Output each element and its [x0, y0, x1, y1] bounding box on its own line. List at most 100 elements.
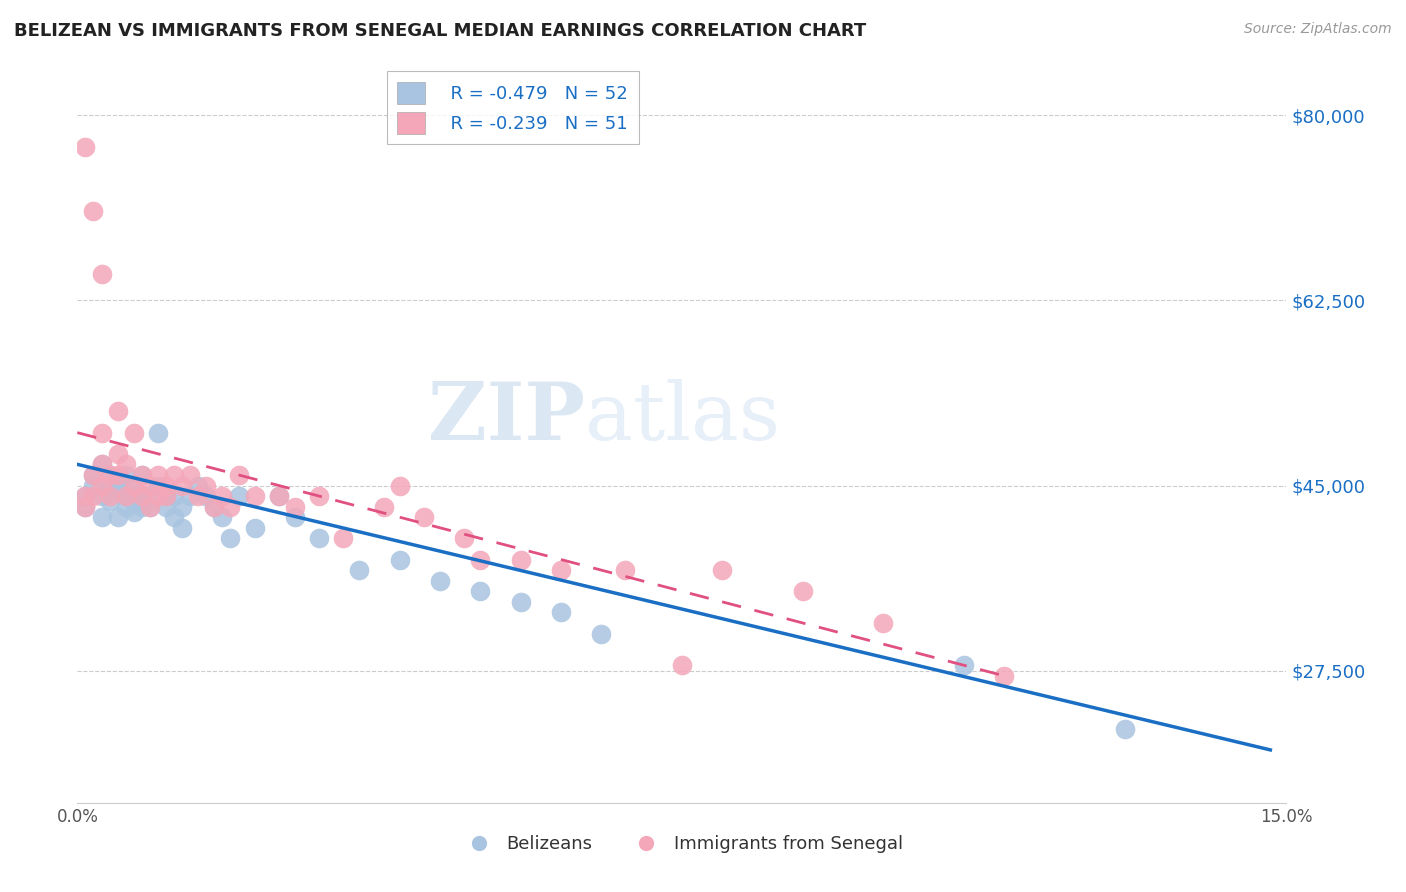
Point: [993, 669, 1015, 683]
Point: [179, 467, 201, 482]
Point: [107, 467, 129, 482]
Point: [267, 489, 290, 503]
Point: [284, 510, 307, 524]
Point: [373, 500, 395, 514]
Point: [122, 505, 145, 519]
Point: [388, 552, 411, 566]
Point: [211, 510, 233, 524]
Point: [131, 500, 153, 514]
Point: [413, 510, 436, 524]
Point: [179, 489, 201, 503]
Point: [671, 658, 693, 673]
Point: [82, 467, 104, 482]
Point: [228, 467, 250, 482]
Point: [122, 489, 145, 503]
Point: [155, 489, 177, 503]
Point: [114, 500, 136, 514]
Point: [349, 563, 371, 577]
Point: [98, 467, 121, 482]
Point: [163, 489, 186, 503]
Point: [98, 478, 121, 492]
Point: [82, 489, 104, 503]
Point: [90, 458, 112, 472]
Point: [211, 489, 233, 503]
Point: [114, 467, 136, 482]
Point: [139, 500, 162, 514]
Point: [75, 489, 97, 503]
Point: [792, 584, 814, 599]
Point: [195, 478, 218, 492]
Point: [388, 478, 411, 492]
Point: [146, 478, 169, 492]
Point: [550, 606, 572, 620]
Point: [872, 615, 894, 630]
Point: [228, 489, 250, 503]
Point: [308, 489, 330, 503]
Point: [139, 489, 162, 503]
Point: [82, 467, 104, 482]
Point: [267, 489, 290, 503]
Point: [107, 404, 129, 418]
Point: [75, 140, 97, 154]
Point: [219, 500, 242, 514]
Legend: Belizeans, Immigrants from Senegal: Belizeans, Immigrants from Senegal: [454, 828, 910, 861]
Point: [284, 500, 307, 514]
Point: [453, 532, 475, 546]
Point: [90, 478, 112, 492]
Point: [172, 521, 194, 535]
Point: [1114, 722, 1136, 736]
Point: [163, 510, 186, 524]
Point: [202, 500, 225, 514]
Point: [243, 489, 266, 503]
Point: [114, 489, 136, 503]
Point: [163, 467, 186, 482]
Point: [90, 510, 112, 524]
Point: [90, 489, 112, 503]
Point: [332, 532, 354, 546]
Point: [509, 552, 531, 566]
Point: [131, 467, 153, 482]
Point: [122, 478, 145, 492]
Point: [202, 500, 225, 514]
Point: [146, 467, 169, 482]
Point: [122, 425, 145, 440]
Point: [550, 563, 572, 577]
Point: [114, 489, 136, 503]
Point: [243, 521, 266, 535]
Point: [107, 447, 129, 461]
Text: atlas: atlas: [585, 379, 780, 457]
Point: [155, 489, 177, 503]
Point: [139, 478, 162, 492]
Point: [98, 489, 121, 503]
Point: [131, 489, 153, 503]
Point: [107, 510, 129, 524]
Point: [75, 500, 97, 514]
Point: [75, 489, 97, 503]
Point: [470, 552, 492, 566]
Point: [591, 626, 613, 640]
Point: [308, 532, 330, 546]
Point: [90, 425, 112, 440]
Point: [146, 425, 169, 440]
Point: [122, 478, 145, 492]
Point: [131, 489, 153, 503]
Text: ZIP: ZIP: [429, 379, 585, 457]
Point: [219, 532, 242, 546]
Point: [98, 494, 121, 508]
Point: [82, 203, 104, 218]
Point: [195, 489, 218, 503]
Point: [107, 483, 129, 498]
Point: [131, 467, 153, 482]
Point: [509, 595, 531, 609]
Text: BELIZEAN VS IMMIGRANTS FROM SENEGAL MEDIAN EARNINGS CORRELATION CHART: BELIZEAN VS IMMIGRANTS FROM SENEGAL MEDI…: [14, 22, 866, 40]
Point: [75, 500, 97, 514]
Point: [187, 478, 209, 492]
Point: [114, 458, 136, 472]
Point: [82, 478, 104, 492]
Point: [90, 267, 112, 281]
Point: [107, 478, 129, 492]
Point: [711, 563, 734, 577]
Point: [139, 500, 162, 514]
Point: [187, 489, 209, 503]
Point: [614, 563, 637, 577]
